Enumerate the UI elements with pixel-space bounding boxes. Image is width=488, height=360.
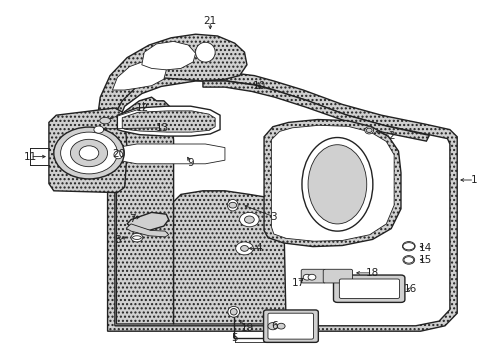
FancyBboxPatch shape — [323, 269, 352, 283]
FancyBboxPatch shape — [333, 275, 404, 302]
Circle shape — [267, 323, 277, 330]
Text: 21: 21 — [203, 16, 217, 26]
Text: 18: 18 — [365, 268, 379, 278]
Circle shape — [307, 274, 315, 280]
Polygon shape — [115, 81, 449, 326]
Circle shape — [240, 246, 248, 251]
Ellipse shape — [301, 138, 372, 231]
Polygon shape — [122, 111, 215, 132]
Text: 13: 13 — [155, 123, 169, 133]
Text: 17: 17 — [291, 278, 305, 288]
Polygon shape — [98, 34, 246, 126]
Text: 7: 7 — [128, 214, 135, 224]
Polygon shape — [264, 120, 400, 247]
FancyBboxPatch shape — [263, 310, 318, 342]
Circle shape — [277, 323, 285, 329]
Ellipse shape — [100, 117, 110, 124]
FancyBboxPatch shape — [301, 269, 325, 283]
Text: 6: 6 — [271, 321, 278, 331]
Text: 1: 1 — [470, 175, 477, 185]
Circle shape — [70, 139, 107, 167]
Polygon shape — [116, 144, 224, 164]
Polygon shape — [116, 97, 173, 324]
Text: 8: 8 — [114, 235, 121, 246]
Text: 5: 5 — [231, 333, 238, 343]
Circle shape — [61, 132, 117, 174]
Circle shape — [228, 202, 236, 208]
Ellipse shape — [230, 309, 237, 315]
Ellipse shape — [364, 127, 373, 134]
Ellipse shape — [227, 306, 239, 317]
Polygon shape — [107, 72, 456, 331]
Polygon shape — [173, 191, 285, 324]
Circle shape — [303, 274, 310, 280]
Text: 9: 9 — [187, 158, 194, 168]
Text: 2: 2 — [387, 131, 394, 141]
Text: 20: 20 — [112, 149, 124, 159]
Circle shape — [235, 242, 253, 255]
Text: 11: 11 — [23, 152, 37, 162]
FancyBboxPatch shape — [267, 313, 313, 339]
Circle shape — [402, 242, 414, 251]
FancyBboxPatch shape — [339, 279, 399, 298]
Circle shape — [239, 212, 259, 227]
Text: 3: 3 — [270, 212, 277, 222]
Circle shape — [79, 146, 99, 160]
Ellipse shape — [195, 42, 215, 62]
Circle shape — [131, 233, 142, 242]
Text: 14: 14 — [418, 243, 431, 253]
Polygon shape — [271, 125, 393, 241]
Polygon shape — [126, 224, 168, 237]
Text: 12: 12 — [136, 103, 149, 113]
Circle shape — [54, 127, 124, 179]
Polygon shape — [117, 106, 220, 136]
Polygon shape — [203, 81, 428, 141]
Polygon shape — [127, 212, 168, 230]
Ellipse shape — [114, 151, 122, 159]
Text: 15: 15 — [418, 255, 431, 265]
Circle shape — [366, 128, 371, 132]
Circle shape — [94, 126, 103, 133]
Polygon shape — [49, 108, 127, 193]
Polygon shape — [112, 61, 166, 90]
Ellipse shape — [307, 145, 366, 224]
Text: 4: 4 — [255, 243, 262, 253]
Text: 10: 10 — [252, 81, 265, 91]
Ellipse shape — [227, 199, 238, 211]
Circle shape — [402, 256, 414, 264]
Polygon shape — [142, 41, 195, 70]
Circle shape — [244, 216, 254, 223]
Text: 19: 19 — [240, 323, 254, 333]
Text: 16: 16 — [403, 284, 417, 294]
